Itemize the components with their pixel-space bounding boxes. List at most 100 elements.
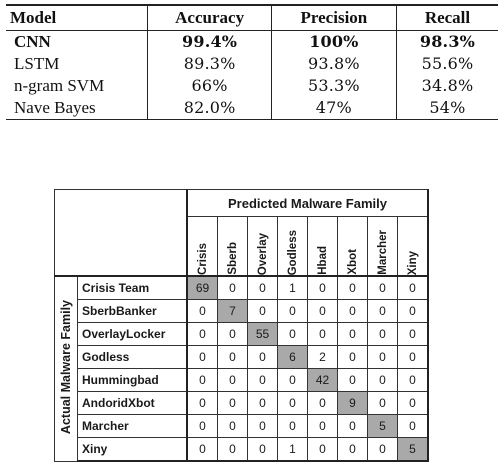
matrix-cell-diagonal: 5 bbox=[368, 415, 398, 438]
matrix-row: Xiny 0 0 0 1 0 0 0 5 bbox=[55, 438, 429, 462]
precision-value: 47% bbox=[271, 97, 396, 120]
header-accuracy: Accuracy bbox=[148, 5, 271, 31]
confusion-matrix: Predicted Malware Family Crisis Sberb Over… bbox=[54, 189, 429, 462]
column-header: Hbad bbox=[308, 217, 338, 277]
matrix-cell: 0 bbox=[398, 300, 429, 323]
column-header-label: Crisis bbox=[197, 240, 209, 275]
header-model: Model bbox=[6, 5, 148, 31]
matrix-cell: 0 bbox=[248, 300, 278, 323]
matrix-cell: 0 bbox=[308, 415, 338, 438]
row-header: SberbBanker bbox=[78, 300, 188, 323]
matrix-cell: 0 bbox=[278, 323, 308, 346]
matrix-cell: 0 bbox=[398, 346, 429, 369]
actual-label: Actual Malware Family bbox=[55, 276, 78, 461]
matrix-cell: 0 bbox=[368, 346, 398, 369]
matrix-cell: 0 bbox=[278, 369, 308, 392]
matrix-cell: 0 bbox=[187, 300, 218, 323]
matrix-cell: 0 bbox=[308, 392, 338, 415]
row-header: Hummingbad bbox=[78, 369, 188, 392]
matrix-cell-diagonal: 69 bbox=[187, 276, 218, 300]
matrix-cell: 0 bbox=[278, 392, 308, 415]
header-recall: Recall bbox=[396, 5, 498, 31]
matrix-row: SberbBanker 0 7 0 0 0 0 0 0 bbox=[55, 300, 429, 323]
matrix-cell: 0 bbox=[248, 438, 278, 462]
matrix-cell: 0 bbox=[338, 276, 368, 300]
matrix-cell: 0 bbox=[338, 438, 368, 462]
matrix-cell-diagonal: 5 bbox=[398, 438, 429, 462]
matrix-cell: 0 bbox=[218, 323, 248, 346]
column-header-label: Xiny bbox=[407, 248, 419, 275]
matrix-cell: 2 bbox=[308, 346, 338, 369]
matrix-cell: 0 bbox=[187, 438, 218, 462]
matrix-cell-diagonal: 7 bbox=[218, 300, 248, 323]
matrix-cell: 0 bbox=[187, 415, 218, 438]
results-row-naive-bayes: Nave Bayes 82.0% 47% 54% bbox=[6, 97, 498, 120]
column-header-label: Hbad bbox=[317, 243, 329, 275]
recall-value: 54% bbox=[396, 97, 498, 120]
column-header-label: Godless bbox=[287, 227, 299, 275]
matrix-cell: 0 bbox=[368, 300, 398, 323]
model-name: LSTM bbox=[6, 53, 148, 75]
column-header-label: Overlay bbox=[257, 230, 269, 275]
header-precision: Precision bbox=[271, 5, 396, 31]
matrix-cell: 0 bbox=[338, 346, 368, 369]
matrix-cell: 0 bbox=[187, 346, 218, 369]
results-header-row: Model Accuracy Precision Recall bbox=[6, 5, 498, 31]
matrix-cell: 0 bbox=[368, 369, 398, 392]
matrix-cell: 0 bbox=[398, 323, 429, 346]
column-header: Xbot bbox=[338, 217, 368, 277]
matrix-cell: 0 bbox=[398, 276, 429, 300]
row-header: OverlayLocker bbox=[78, 323, 188, 346]
results-row-lstm: LSTM 89.3% 93.8% 55.6% bbox=[6, 53, 498, 75]
column-header: Godless bbox=[278, 217, 308, 277]
matrix-cell: 0 bbox=[278, 415, 308, 438]
matrix-cell-diagonal: 6 bbox=[278, 346, 308, 369]
matrix-cell: 0 bbox=[338, 323, 368, 346]
row-header: AndoridXbot bbox=[78, 392, 188, 415]
matrix-cell: 0 bbox=[248, 392, 278, 415]
matrix-cell: 0 bbox=[308, 323, 338, 346]
column-header: Xiny bbox=[398, 217, 429, 277]
matrix-cell: 1 bbox=[278, 276, 308, 300]
matrix-cell: 0 bbox=[368, 392, 398, 415]
accuracy-value: 89.3% bbox=[148, 53, 271, 75]
matrix-cell-diagonal: 42 bbox=[308, 369, 338, 392]
results-row-ngram-svm: n-gram SVM 66% 53.3% 34.8% bbox=[6, 75, 498, 97]
row-header: Crisis Team bbox=[78, 276, 188, 300]
accuracy-value: 66% bbox=[148, 75, 271, 97]
matrix-cell: 0 bbox=[368, 276, 398, 300]
column-header: Marcher bbox=[368, 217, 398, 277]
accuracy-value: 82.0% bbox=[148, 97, 271, 120]
matrix-cell: 0 bbox=[278, 300, 308, 323]
column-header: Sberb bbox=[218, 217, 248, 277]
matrix-cell: 0 bbox=[248, 415, 278, 438]
matrix-cell: 1 bbox=[278, 438, 308, 462]
matrix-cell: 0 bbox=[187, 392, 218, 415]
accuracy-value: 99.4% bbox=[148, 31, 271, 54]
matrix-row: Hummingbad 0 0 0 0 42 0 0 0 bbox=[55, 369, 429, 392]
matrix-cell: 0 bbox=[187, 369, 218, 392]
matrix-cell: 0 bbox=[398, 392, 429, 415]
matrix-row: AndoridXbot 0 0 0 0 0 9 0 0 bbox=[55, 392, 429, 415]
row-header: Marcher bbox=[78, 415, 188, 438]
recall-value: 55.6% bbox=[396, 53, 498, 75]
model-name: CNN bbox=[6, 31, 148, 54]
row-header: Xiny bbox=[78, 438, 188, 462]
precision-value: 53.3% bbox=[271, 75, 396, 97]
matrix-cell: 0 bbox=[218, 346, 248, 369]
row-header: Godless bbox=[78, 346, 188, 369]
matrix-cell: 0 bbox=[248, 346, 278, 369]
results-row-cnn: CNN 99.4% 100% 98.3% bbox=[6, 31, 498, 54]
matrix-cell: 0 bbox=[218, 276, 248, 300]
matrix-cell: 0 bbox=[368, 438, 398, 462]
model-name: n-gram SVM bbox=[6, 75, 148, 97]
matrix-cell: 0 bbox=[398, 369, 429, 392]
column-header: Crisis bbox=[187, 217, 218, 277]
precision-value: 100% bbox=[271, 31, 396, 54]
matrix-cell-diagonal: 9 bbox=[338, 392, 368, 415]
matrix-cell: 0 bbox=[308, 300, 338, 323]
matrix-cell: 0 bbox=[218, 415, 248, 438]
matrix-cell: 0 bbox=[368, 323, 398, 346]
matrix-cell: 0 bbox=[218, 392, 248, 415]
recall-value: 98.3% bbox=[396, 31, 498, 54]
